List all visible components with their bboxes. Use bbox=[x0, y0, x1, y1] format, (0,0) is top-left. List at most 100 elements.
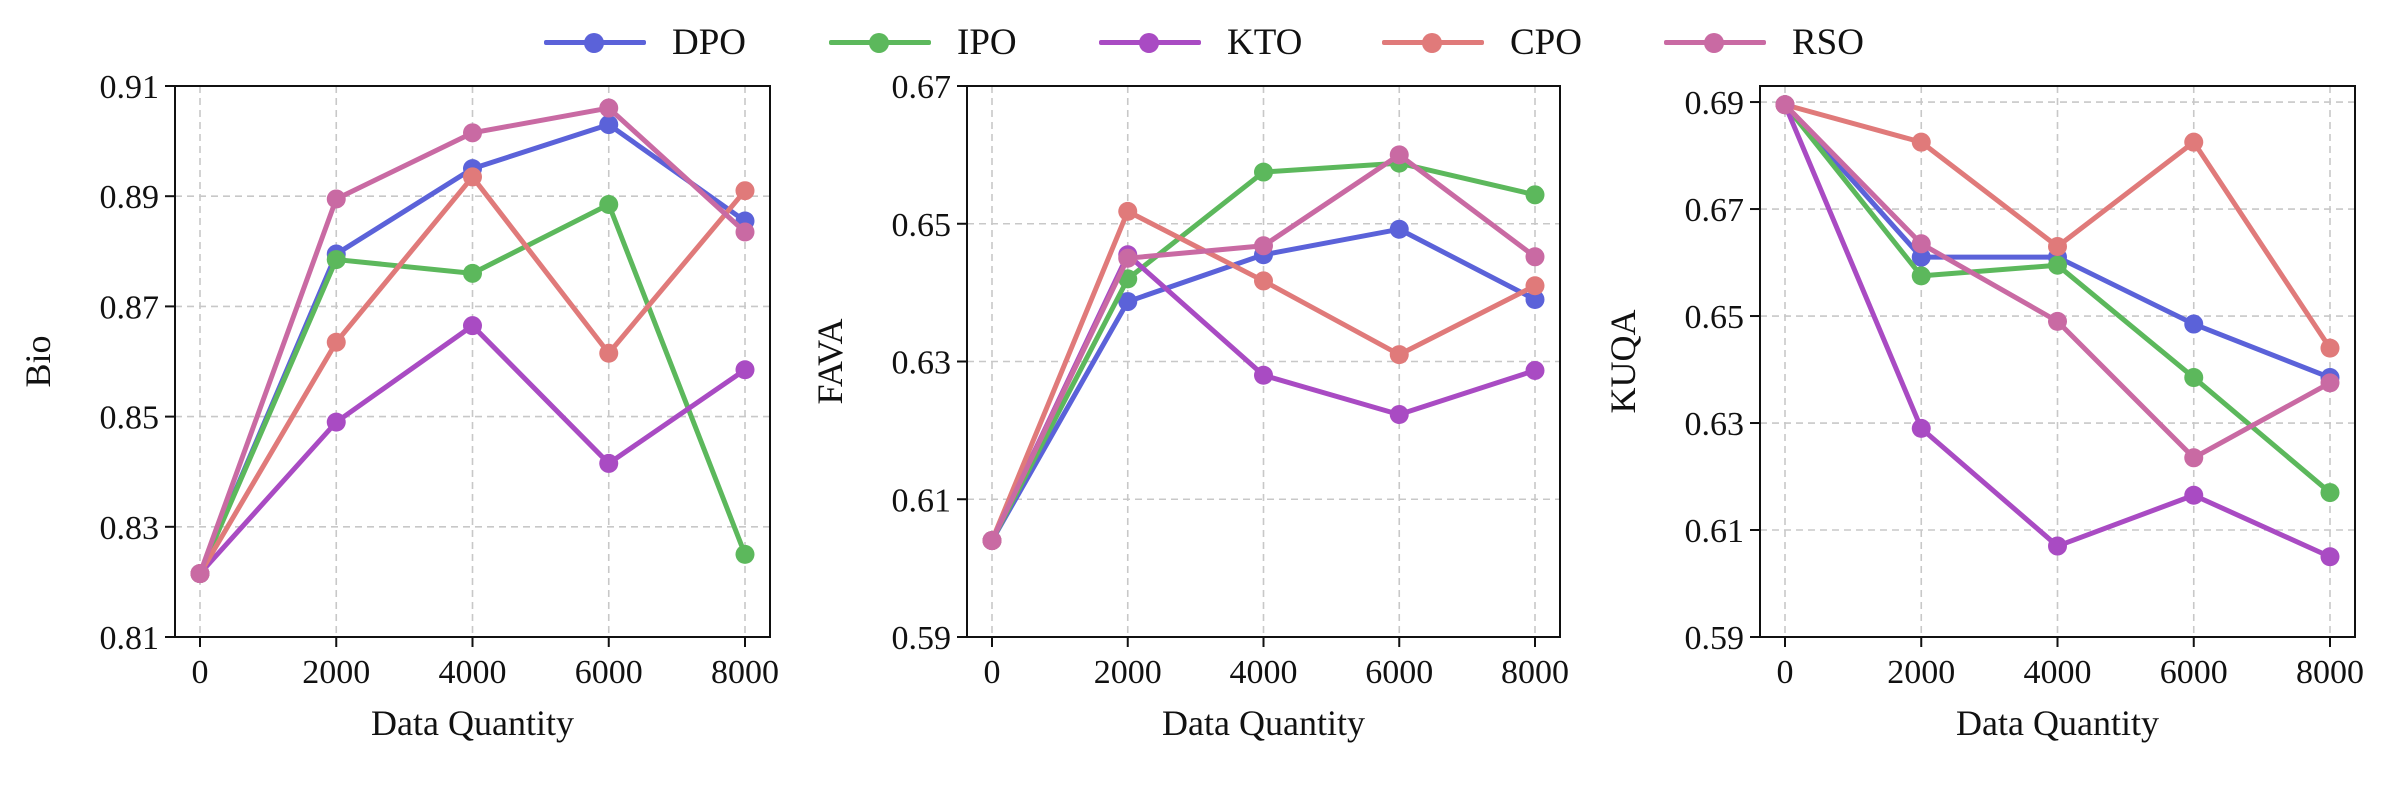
data-point bbox=[1118, 201, 1138, 221]
x-tick-label: 4000 bbox=[2024, 654, 2092, 691]
x-tick-label: 2000 bbox=[1094, 654, 1162, 691]
data-point bbox=[2048, 236, 2067, 256]
data-point bbox=[1525, 185, 1545, 205]
data-point bbox=[463, 167, 482, 187]
data-point bbox=[1525, 290, 1545, 310]
data-point bbox=[1911, 132, 1931, 152]
y-tick-label: 0.61 bbox=[1685, 513, 1745, 550]
data-point bbox=[1389, 345, 1409, 365]
chart-kuqa: 0.59 0.61 0.63 0.65 0.67 0.69 0 2000 4000 6000 800… bbox=[1603, 85, 2364, 743]
data-point bbox=[1389, 405, 1409, 425]
legend-marker bbox=[1139, 33, 1159, 53]
legend-marker bbox=[1422, 33, 1442, 53]
data-point bbox=[2184, 485, 2204, 505]
data-point bbox=[326, 332, 346, 352]
x-tick-label: 4000 bbox=[439, 654, 507, 691]
legend-swatch bbox=[1378, 18, 1488, 68]
x-tick-label: 2000 bbox=[1887, 654, 1955, 691]
x-axis-label: Data Quantity bbox=[1956, 703, 2159, 743]
data-point bbox=[599, 453, 619, 473]
data-point bbox=[2048, 536, 2067, 556]
x-tick-label: 8000 bbox=[711, 654, 779, 691]
x-tick-label: 6000 bbox=[2160, 654, 2228, 691]
x-tick-label: 0 bbox=[192, 654, 209, 691]
y-tick-label: 0.67 bbox=[892, 69, 952, 106]
data-point bbox=[463, 263, 482, 283]
data-point bbox=[1118, 248, 1138, 268]
x-tick-label: 2000 bbox=[302, 654, 370, 691]
data-point bbox=[1525, 276, 1545, 296]
legend-item-ipo: IPO bbox=[825, 18, 1017, 68]
data-point bbox=[1525, 360, 1545, 380]
data-point bbox=[326, 250, 346, 270]
legend-label: CPO bbox=[1510, 22, 1582, 63]
legend: DPO IPO KTO CPO RSO bbox=[0, 0, 2400, 90]
legend-item-kto: KTO bbox=[1095, 18, 1302, 68]
y-tick-label: 0.83 bbox=[100, 510, 160, 547]
data-point bbox=[1389, 145, 1409, 165]
data-point bbox=[599, 115, 619, 135]
legend-marker bbox=[869, 33, 889, 53]
y-tick-label: 0.69 bbox=[1685, 85, 1745, 122]
data-point bbox=[190, 564, 210, 584]
x-tick-label: 8000 bbox=[2296, 654, 2364, 691]
data-point bbox=[735, 360, 755, 380]
x-tick-label: 6000 bbox=[1365, 654, 1433, 691]
data-point bbox=[1118, 269, 1138, 289]
y-axis-label: FAVA bbox=[810, 318, 850, 404]
data-point bbox=[1389, 219, 1409, 239]
y-tick-label: 0.63 bbox=[892, 345, 952, 382]
series-ipo bbox=[1775, 95, 2340, 503]
y-tick-label: 0.87 bbox=[100, 289, 160, 326]
data-point bbox=[1911, 234, 1931, 254]
data-point bbox=[2184, 314, 2204, 334]
x-tick-label: 0 bbox=[1777, 654, 1794, 691]
series-cpo bbox=[982, 201, 1545, 551]
data-point bbox=[1254, 365, 1273, 385]
y-tick-label: 0.67 bbox=[1685, 192, 1745, 229]
data-point bbox=[326, 189, 346, 209]
data-point bbox=[2184, 132, 2204, 152]
data-point bbox=[2320, 547, 2340, 567]
legend-swatch bbox=[825, 18, 935, 68]
series-rso bbox=[190, 98, 755, 584]
data-point bbox=[463, 316, 482, 336]
legend-label: KTO bbox=[1227, 22, 1303, 63]
y-tick-label: 0.89 bbox=[100, 179, 160, 216]
data-point bbox=[1254, 162, 1273, 182]
data-point bbox=[1775, 95, 1795, 115]
y-tick-label: 0.85 bbox=[100, 400, 160, 437]
x-axis-label: Data Quantity bbox=[371, 703, 574, 743]
data-point bbox=[2320, 483, 2340, 503]
legend-swatch bbox=[540, 18, 650, 68]
x-axis-label: Data Quantity bbox=[1162, 703, 1365, 743]
data-point bbox=[735, 544, 755, 564]
data-point bbox=[1254, 236, 1273, 256]
data-point bbox=[599, 98, 619, 118]
chart-bio: 0.81 0.83 0.85 0.87 0.89 0.91 0 2000 4000 6000 800… bbox=[18, 69, 779, 743]
data-point bbox=[326, 412, 346, 432]
legend-swatch bbox=[1660, 18, 1770, 68]
data-point bbox=[2048, 255, 2067, 275]
y-tick-label: 0.59 bbox=[1685, 620, 1745, 657]
y-axis-label: Bio bbox=[18, 335, 58, 387]
x-tick-label: 0 bbox=[984, 654, 1001, 691]
series-line bbox=[1782, 102, 2333, 351]
y-tick-label: 0.63 bbox=[1685, 406, 1745, 443]
chart-fava: 0.59 0.61 0.63 0.65 0.67 0 2000 4000 6000 8000 Dat… bbox=[810, 69, 1569, 743]
y-tick-label: 0.59 bbox=[892, 620, 952, 657]
y-tick-label: 0.65 bbox=[892, 207, 952, 244]
data-point bbox=[735, 222, 755, 242]
legend-label: DPO bbox=[672, 22, 747, 63]
series-rso bbox=[1775, 95, 2340, 468]
x-tick-label: 4000 bbox=[1230, 654, 1298, 691]
data-point bbox=[1911, 418, 1931, 438]
data-point bbox=[1911, 266, 1931, 286]
legend-swatch bbox=[1095, 18, 1205, 68]
data-point bbox=[982, 531, 1002, 551]
data-point bbox=[599, 194, 619, 214]
y-tick-label: 0.81 bbox=[100, 620, 160, 657]
data-point bbox=[2048, 311, 2067, 331]
data-point bbox=[1118, 292, 1138, 312]
legend-item-dpo: DPO bbox=[540, 18, 746, 68]
